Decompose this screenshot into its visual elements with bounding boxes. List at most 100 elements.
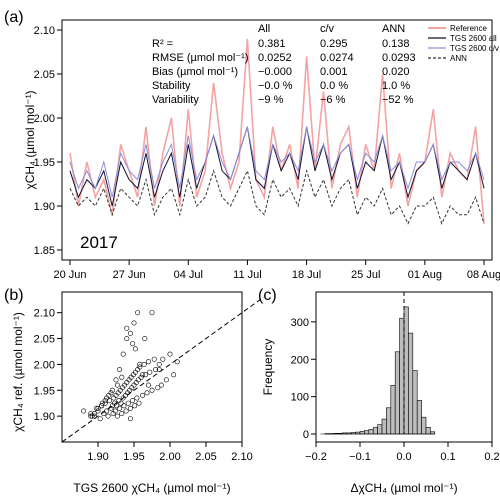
panel-b-x-tick-label: 1.95: [123, 451, 144, 463]
stats-column-header: c/v: [320, 23, 335, 35]
scatter-point: [149, 387, 155, 393]
panel-b-x-axis-label: TGS 2600 χCH₄ (µmol mol⁻¹): [73, 481, 230, 495]
scatter-point: [107, 398, 113, 404]
panel-b-x-tick-label: 2.10: [231, 451, 252, 463]
panel-a-y-tick-label: 1.90: [34, 201, 55, 213]
scatter-point: [149, 310, 155, 316]
stats-cell: −6 %: [320, 94, 346, 106]
scatter-point: [117, 405, 123, 411]
scatter-point: [167, 351, 173, 357]
scatter-point: [156, 367, 162, 373]
panel-a-label: (a): [4, 9, 24, 26]
panel-c-y-tick-label: 100: [291, 392, 309, 404]
histogram-bar: [416, 400, 422, 435]
panel-b-x-tick-label: 2.05: [195, 451, 216, 463]
histogram-bar: [430, 431, 436, 435]
scatter-point: [124, 325, 130, 331]
histogram-bar: [412, 370, 418, 435]
panel-b-y-tick-label: 1.95: [34, 385, 55, 397]
stats-row-label: Bias (µmol mol⁻¹): [152, 66, 238, 78]
panel-b-ticks: 1.90 1.95 2.00 2.05 2.10 1.90 1.95 2.00 2.05 2.10: [34, 308, 253, 463]
panel-c-y-tick-label: 300: [291, 317, 309, 329]
scatter-point: [135, 310, 141, 316]
scatter-point: [130, 341, 136, 347]
panel-b-y-tick-label: 2.10: [34, 308, 55, 320]
scatter-point: [155, 385, 161, 391]
histogram-bar: [386, 407, 392, 435]
panel-c-x-tick-label: 0.0: [396, 451, 411, 463]
scatter-point: [119, 411, 125, 417]
panel-b-x-tick-label: 1.90: [87, 451, 108, 463]
panel-c: (c) Frequency ΔχCH₄ (µmol mol⁻¹) −0.2 −0.…: [258, 287, 500, 495]
legend-entry-2: TGS 2600 c/v: [450, 44, 499, 53]
panel-b-points: [81, 310, 180, 422]
legend-entry-0: Reference: [450, 24, 487, 33]
scatter-point: [151, 356, 157, 362]
scatter-point: [118, 400, 124, 406]
panel-a-plot-frame: [61, 19, 493, 261]
scatter-point: [117, 367, 123, 373]
scatter-point: [97, 416, 103, 422]
panel-a-x-tick-label: 04 Jul: [174, 269, 203, 281]
stats-cell: 0.001: [320, 66, 348, 78]
scatter-point: [113, 377, 119, 383]
stats-cell: 1.0 %: [382, 80, 410, 92]
scatter-point: [99, 403, 105, 409]
scatter-point: [114, 382, 120, 388]
panel-b: (b) χCH₄ ref. (µmol mol⁻¹) TGS 2600 χCH₄…: [4, 287, 264, 495]
stats-row-label: R² =: [152, 38, 173, 50]
panel-a-x-tick-label: 18 Jul: [292, 269, 321, 281]
scatter-point: [94, 405, 100, 411]
scatter-point: [119, 374, 125, 380]
stats-cell: 0.0293: [382, 52, 416, 64]
panel-a-x-tick-label: 27 Jun: [113, 269, 146, 281]
scatter-point: [114, 403, 120, 409]
histogram-bar: [372, 427, 378, 435]
stats-column-header: ANN: [382, 23, 405, 35]
scatter-point: [141, 361, 147, 367]
stats-cell: 0.295: [320, 38, 348, 50]
scatter-point: [125, 400, 131, 406]
scatter-point: [140, 392, 146, 398]
stats-cell: −0.0 %: [258, 80, 293, 92]
panel-c-x-tick-label: −0.2: [305, 451, 327, 463]
histogram-bar: [368, 429, 374, 435]
scatter-point: [127, 416, 133, 422]
histogram-bar: [359, 431, 365, 435]
panel-c-y-tick-label: 0: [303, 429, 309, 441]
stats-row-label: Stability: [152, 80, 191, 92]
panel-a-x-tick-label: 08 Aug: [467, 269, 500, 281]
panel-a-y-tick-label: 1.95: [34, 157, 55, 169]
panel-a-x-tick-label: 01 Aug: [408, 269, 442, 281]
scatter-point: [137, 361, 143, 367]
scatter-point: [138, 374, 144, 380]
panel-b-y-axis-label: χCH₄ ref. (µmol mol⁻¹): [11, 312, 25, 432]
scatter-point: [140, 372, 146, 378]
scatter-point: [104, 395, 110, 401]
panel-b-y-tick-label: 1.90: [34, 411, 55, 423]
stats-cell: 0.0252: [258, 52, 292, 64]
scatter-point: [174, 359, 180, 365]
scatter-point: [131, 320, 137, 326]
scatter-point: [112, 408, 118, 414]
scatter-point: [81, 408, 87, 414]
scatter-point: [143, 372, 149, 378]
legend-entry-1: TGS 2600 all: [450, 34, 497, 43]
panel-c-x-tick-label: 0.2: [484, 451, 499, 463]
stats-cell: −52 %: [382, 94, 414, 106]
scatter-point: [108, 390, 114, 396]
panel-c-y-tick-label: 200: [291, 354, 309, 366]
scatter-point: [109, 387, 115, 393]
panel-a-x-tick-label: 11 Jul: [233, 269, 262, 281]
panel-c-ticks: −0.2 −0.1 0.0 0.1 0.2 0 100 200 300: [291, 317, 500, 463]
panel-a-y-ticks: 1.85 1.90 1.95 2.00 2.05 2.10: [34, 25, 62, 257]
panel-a-y-tick-label: 1.85: [34, 245, 55, 257]
scatter-point: [95, 405, 101, 411]
legend-entry-3: ANN: [450, 54, 467, 63]
panel-b-y-tick-label: 2.00: [34, 359, 55, 371]
histogram-bar: [408, 332, 414, 435]
scatter-point: [102, 400, 108, 406]
scatter-point: [123, 408, 129, 414]
panel-b-y-tick-label: 2.05: [34, 334, 55, 346]
panel-a-series: [69, 38, 485, 225]
